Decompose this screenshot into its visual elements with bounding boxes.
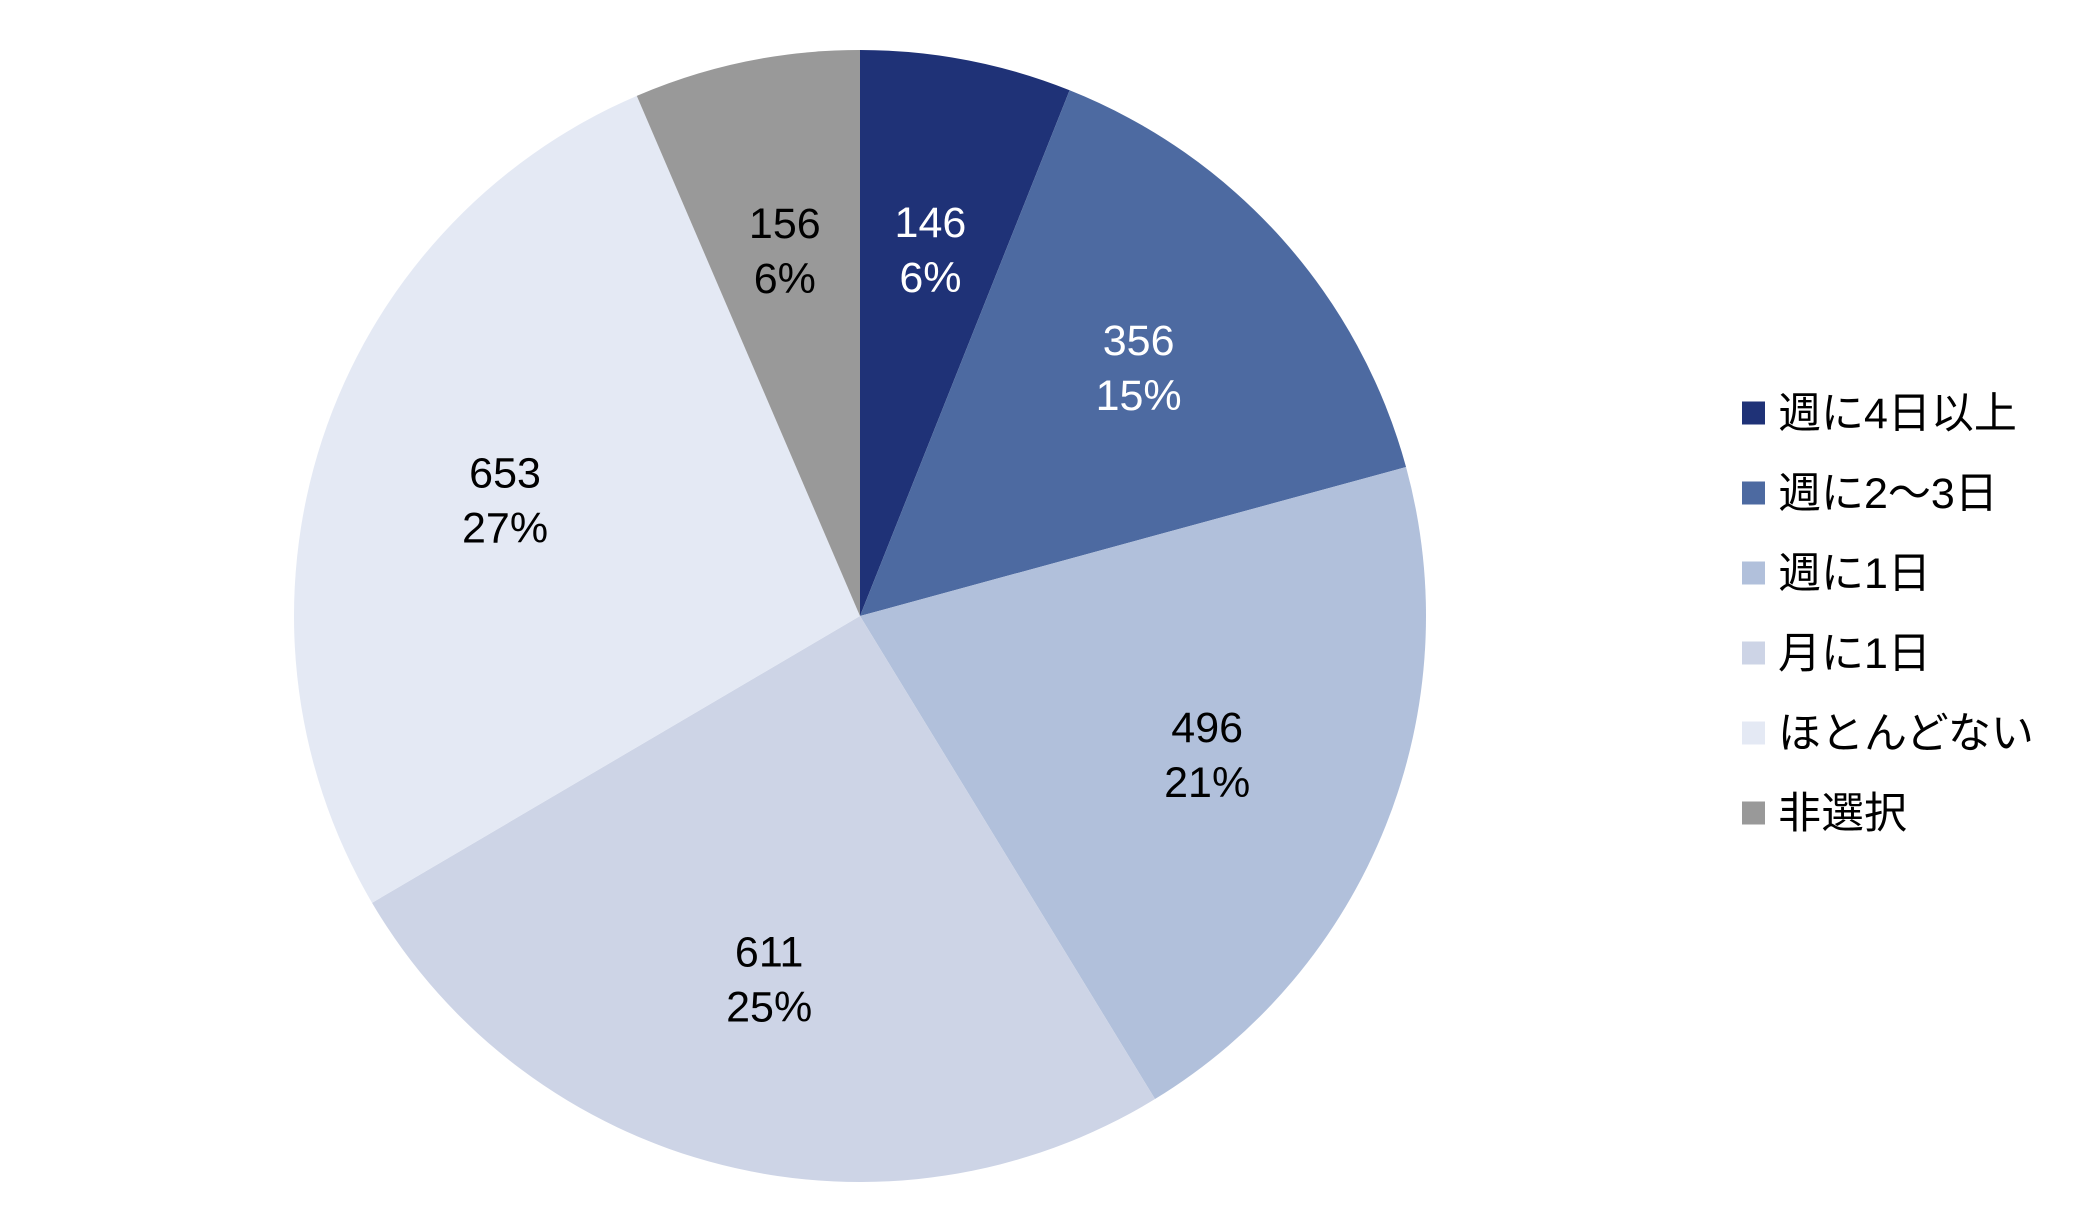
- pie-slice: [860, 90, 1407, 617]
- legend-label: 非選択: [1778, 790, 1907, 838]
- slice-percent-label: 27%: [462, 505, 548, 553]
- slice-value-label: 356: [1103, 317, 1175, 365]
- legend-swatch: [1742, 721, 1765, 745]
- slice-value-label: 653: [469, 450, 541, 498]
- pie-slice: [636, 50, 860, 616]
- slice-percent-label: 15%: [1096, 372, 1182, 420]
- legend-item: 週に4日以上: [1742, 390, 2017, 438]
- slice-value-label: 496: [1171, 704, 1243, 752]
- legend-swatch: [1742, 481, 1765, 505]
- legend-label: 週に4日以上: [1778, 390, 2017, 438]
- pie-slice: [860, 50, 1070, 616]
- legend-label: 週に2～3日: [1778, 470, 1998, 518]
- slice-data-label: 611 25%: [726, 928, 812, 1031]
- slice-percent-label: 6%: [754, 255, 816, 303]
- pie-slice: [860, 467, 1426, 1100]
- slice-data-label: 496 21%: [1164, 704, 1250, 807]
- legend-label: ほとんどない: [1778, 710, 2034, 758]
- legend-item: 週に2～3日: [1742, 470, 1998, 518]
- pie-slice: [372, 616, 1156, 1183]
- slice-value-label: 611: [735, 928, 804, 976]
- legend-item: 週に1日: [1742, 550, 1931, 598]
- slice-data-label: 146 6%: [895, 199, 967, 302]
- slice-data-label: 653 27%: [462, 450, 548, 553]
- legend-swatch: [1742, 801, 1765, 825]
- legend-label: 週に1日: [1778, 550, 1931, 598]
- legend-item: ほとんどない: [1742, 710, 2034, 758]
- slice-percent-label: 6%: [899, 254, 961, 302]
- legend-label: 月に1日: [1778, 630, 1931, 678]
- pie-data-labels: 146 6%356 15%496 21%611 25%653 27%156 6%: [462, 199, 1250, 1031]
- legend-swatch: [1742, 561, 1765, 585]
- legend-swatch: [1742, 641, 1765, 665]
- pie-slices: [293, 50, 1426, 1183]
- slice-value-label: 146: [895, 199, 967, 247]
- pie-slice: [293, 95, 861, 903]
- legend-swatch: [1742, 401, 1765, 425]
- legend-item: 月に1日: [1742, 630, 1931, 678]
- legend-item: 非選択: [1742, 790, 1907, 838]
- slice-percent-label: 25%: [726, 983, 812, 1031]
- slice-data-label: 156 6%: [749, 200, 821, 303]
- slice-data-label: 356 15%: [1096, 317, 1182, 420]
- slice-percent-label: 21%: [1164, 759, 1250, 807]
- slice-value-label: 156: [749, 200, 821, 248]
